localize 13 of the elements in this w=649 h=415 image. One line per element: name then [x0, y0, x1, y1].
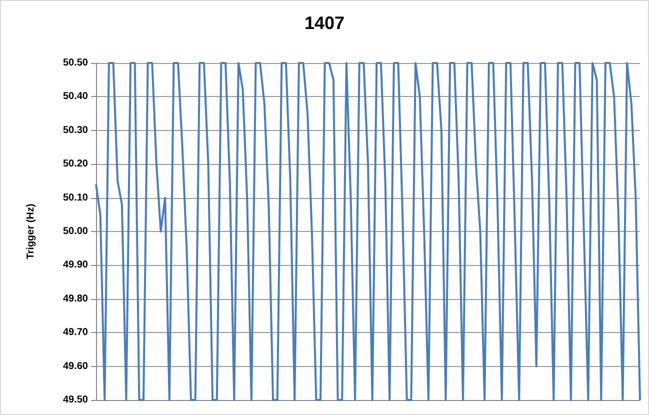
y-tick-label: 50.40 — [62, 91, 88, 102]
y-tick-label: 50.20 — [62, 158, 88, 170]
y-tick-label: 49.60 — [62, 360, 88, 372]
y-tick-label: 49.80 — [62, 293, 88, 304]
y-tick-label: 49.90 — [62, 260, 88, 271]
chart-title: 1407 — [304, 13, 345, 33]
y-tick-label: 50.30 — [62, 124, 88, 136]
y-tick-label: 50.10 — [62, 192, 88, 204]
y-tick-label: 49.70 — [62, 327, 88, 338]
y-tick-label: 50.00 — [62, 226, 88, 237]
y-tick-label: 50.50 — [62, 58, 88, 68]
y-tick-label: 49.50 — [62, 394, 88, 406]
y-axis-title: Trigger (Hz) — [26, 204, 36, 260]
